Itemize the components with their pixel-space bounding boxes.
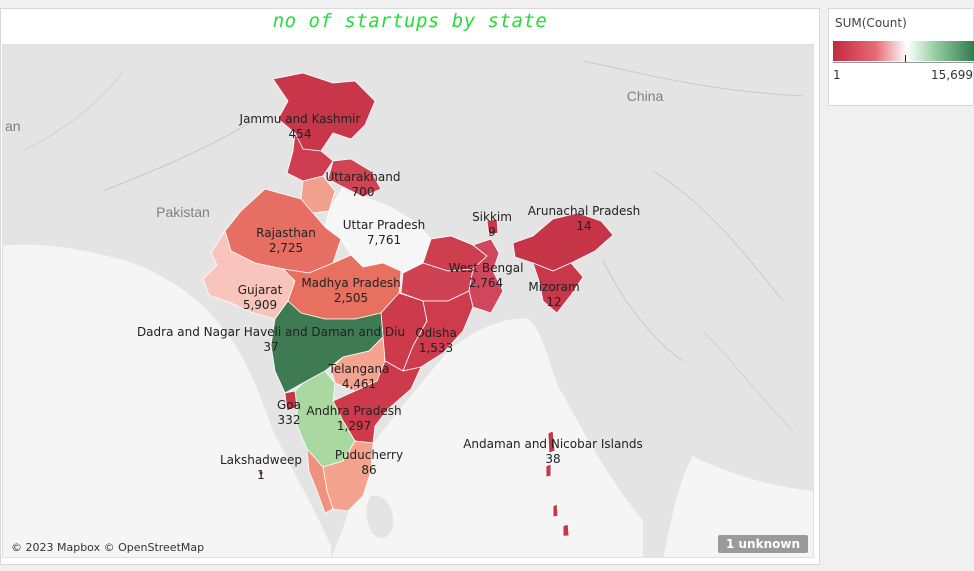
legend-axis-line — [833, 62, 974, 63]
state-value-label-telangana: 4,461 — [342, 377, 376, 391]
state-value-label-goa: 332 — [278, 413, 301, 427]
state-value-label-uttar-pradesh: 7,761 — [367, 233, 401, 247]
state-name-label-goa: Goa — [277, 398, 301, 412]
country-label-pakistan: Pakistan — [156, 204, 210, 220]
state-kerala[interactable] — [306, 448, 334, 514]
legend-gradient-bar — [833, 41, 974, 61]
state-name-label-west-bengal: West Bengal — [449, 261, 524, 275]
state-jammu-and-kashmir[interactable] — [272, 72, 376, 152]
andaman-sea — [663, 456, 813, 557]
state-value-label-uttarakhand: 700 — [352, 185, 375, 199]
state-odisha[interactable] — [402, 290, 474, 372]
state-name-label-puducherry: Puducherry — [335, 448, 403, 462]
state-name-label-telangana: Telangana — [328, 362, 390, 376]
state-name-label-andaman-and-nicobar-islands: Andaman and Nicobar Islands — [463, 437, 643, 451]
state-name-label-rajasthan: Rajasthan — [256, 226, 316, 240]
state-name-label-lakshadweep: Lakshadweep — [220, 453, 302, 467]
state-name-label-jammu-and-kashmir: Jammu and Kashmir — [239, 112, 361, 126]
state-arunachal-assam[interactable] — [512, 212, 614, 272]
state-name-label-arunachal-pradesh: Arunachal Pradesh — [528, 204, 641, 218]
state-name-label-gujarat: Gujarat — [238, 283, 283, 297]
map-view[interactable]: Pakistan China an Jammu and Kashmir 454 Ut… — [2, 44, 814, 558]
color-legend: SUM(Count) 1 15,699 — [828, 8, 974, 106]
state-value-label-madhya-pradesh: 2,505 — [334, 291, 368, 305]
state-uttarakhand[interactable] — [327, 158, 382, 198]
unknown-badge[interactable]: 1 unknown — [717, 535, 808, 553]
state-sikkim[interactable] — [486, 218, 499, 236]
state-gujarat[interactable] — [202, 230, 296, 320]
state-value-label-andhra-pradesh: 1,297 — [337, 419, 371, 433]
country-label-afghanistan: an — [5, 118, 21, 134]
state-value-label-odisha: 1,533 — [419, 341, 453, 355]
state-lakshadweep[interactable] — [258, 470, 264, 476]
state-name-label-dadra-and-nagar-haveli-and-daman-and-diu: Dadra and Nagar Haveli and Daman and Diu — [137, 325, 405, 339]
state-value-label-dadra-and-nagar-haveli-and-daman-and-diu: 37 — [263, 340, 278, 354]
state-value-label-andaman-and-nicobar-islands: 38 — [545, 452, 560, 466]
sri-lanka — [366, 495, 394, 538]
state-name-label-andhra-pradesh: Andhra Pradesh — [306, 404, 401, 418]
state-name-label-uttar-pradesh: Uttar Pradesh — [343, 218, 425, 232]
state-west-bengal[interactable] — [468, 238, 504, 314]
map-attribution[interactable]: © 2023 Mapbox © OpenStreetMap — [11, 541, 205, 554]
state-value-label-gujarat: 5,909 — [243, 298, 277, 312]
chart-title: no of startups by state — [272, 10, 548, 32]
state-value-label-west-bengal: 2,764 — [469, 276, 503, 290]
legend-max: 15,699 — [931, 68, 973, 82]
state-value-label-rajasthan: 2,725 — [269, 241, 303, 255]
state-name-label-mizoram: Mizoram — [528, 280, 579, 294]
state-value-label-sikkim: 9 — [488, 225, 496, 239]
state-value-label-lakshadweep: 1 — [257, 468, 265, 482]
country-borders-2 — [22, 70, 794, 432]
country-label-china: China — [627, 88, 664, 104]
country-borders — [102, 60, 804, 362]
state-andaman-nicobar[interactable] — [545, 430, 570, 537]
state-name-label-madhya-pradesh: Madhya Pradesh — [301, 276, 400, 290]
state-name-label-uttarakhand: Uttarakhand — [326, 170, 401, 184]
state-name-label-odisha: Odisha — [415, 326, 457, 340]
state-value-label-puducherry: 86 — [361, 463, 376, 477]
state-value-label-jammu-and-kashmir: 454 — [289, 127, 312, 141]
bay-of-bengal — [331, 318, 643, 557]
state-value-label-mizoram: 12 — [546, 295, 561, 309]
state-name-label-sikkim: Sikkim — [472, 210, 512, 224]
legend-title: SUM(Count) — [835, 16, 907, 30]
arabian-sea — [3, 244, 331, 557]
state-northeast[interactable] — [532, 262, 584, 314]
state-value-label-arunachal-pradesh: 14 — [576, 219, 591, 233]
legend-midpoint-tick — [905, 55, 906, 62]
legend-min: 1 — [833, 68, 841, 82]
